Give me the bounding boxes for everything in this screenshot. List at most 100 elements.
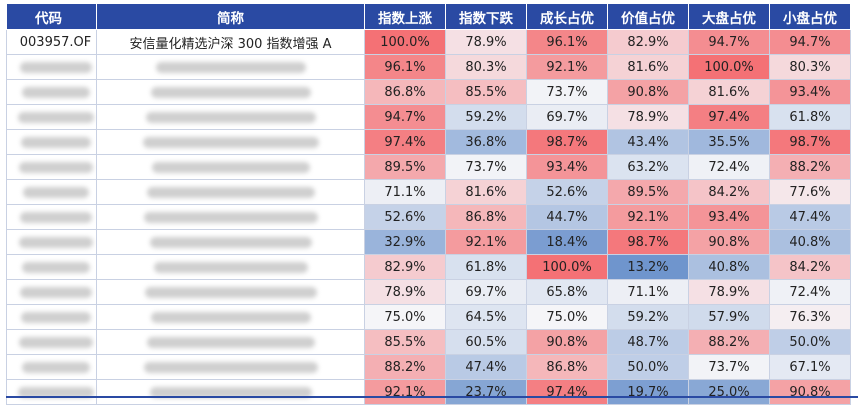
table-body: 003957.OF 安信量化精选沪深 300 指数增强 A 100.0% 78.9% 9… — [6, 29, 851, 405]
cell-value: 65.8% — [526, 279, 608, 305]
cell-value: 40.8% — [769, 229, 851, 255]
cell-code — [6, 104, 97, 130]
cell-value: 92.1% — [445, 229, 527, 255]
header-index-down[interactable]: 指数下跌 — [445, 4, 527, 30]
redacted-code — [22, 186, 89, 198]
header-growth[interactable]: 成长占优 — [526, 4, 608, 30]
header-value[interactable]: 价值占优 — [607, 4, 689, 30]
cell-value: 18.4% — [526, 229, 608, 255]
redacted-name — [150, 86, 311, 98]
table-row[interactable]: 85.5% 60.5% 90.8% 48.7% 88.2% 50.0% — [6, 329, 851, 355]
cell-value: 25.0% — [688, 379, 770, 405]
redacted-code — [20, 311, 91, 323]
cell-value: 78.9% — [445, 29, 527, 55]
cell-value: 59.2% — [607, 304, 689, 330]
header-index-up[interactable]: 指数上涨 — [364, 4, 446, 30]
redacted-code — [21, 261, 90, 273]
bottom-rule — [6, 396, 858, 398]
table-row[interactable]: 52.6% 86.8% 44.7% 92.1% 93.4% 47.4% — [6, 204, 851, 230]
cell-value: 19.7% — [607, 379, 689, 405]
cell-value: 100.0% — [364, 29, 446, 55]
table-row[interactable]: 96.1% 80.3% 92.1% 81.6% 100.0% 80.3% — [6, 54, 851, 80]
redacted-name — [143, 361, 318, 373]
cell-name — [96, 354, 365, 380]
header-name[interactable]: 简称 — [96, 4, 365, 30]
cell-value: 94.7% — [688, 29, 770, 55]
redacted-code — [19, 61, 92, 73]
cell-value: 98.7% — [769, 129, 851, 155]
cell-value: 60.5% — [445, 329, 527, 355]
cell-value: 67.1% — [769, 354, 851, 380]
redacted-name — [146, 186, 315, 198]
cell-value: 98.7% — [607, 229, 689, 255]
table-row[interactable]: 82.9% 61.8% 100.0% 13.2% 40.8% 84.2% — [6, 254, 851, 280]
cell-code — [6, 354, 97, 380]
header-code[interactable]: 代码 — [6, 4, 97, 30]
table-row[interactable]: 89.5% 73.7% 93.4% 63.2% 72.4% 88.2% — [6, 154, 851, 180]
cell-value: 73.7% — [445, 154, 527, 180]
cell-code — [6, 254, 97, 280]
cell-name — [96, 129, 365, 155]
cell-value: 73.7% — [688, 354, 770, 380]
cell-value: 93.4% — [769, 79, 851, 105]
cell-value: 81.6% — [688, 79, 770, 105]
redacted-name — [149, 386, 312, 398]
table-row[interactable]: 86.8% 85.5% 73.7% 90.8% 81.6% 93.4% — [6, 79, 851, 105]
cell-code — [6, 279, 97, 305]
header-large-cap[interactable]: 大盘占优 — [688, 4, 770, 30]
redacted-code — [21, 86, 90, 98]
table-row[interactable]: 71.1% 81.6% 52.6% 89.5% 84.2% 77.6% — [6, 179, 851, 205]
cell-value: 61.8% — [769, 104, 851, 130]
table-row[interactable]: 32.9% 92.1% 18.4% 98.7% 90.8% 40.8% — [6, 229, 851, 255]
redacted-code — [19, 211, 92, 223]
cell-value: 50.0% — [607, 354, 689, 380]
cell-value: 78.9% — [607, 104, 689, 130]
table-row[interactable]: 88.2% 47.4% 86.8% 50.0% 73.7% 67.1% — [6, 354, 851, 380]
redacted-code — [20, 136, 91, 148]
cell-value: 84.2% — [769, 254, 851, 280]
cell-name — [96, 54, 365, 80]
cell-value: 92.1% — [364, 379, 446, 405]
cell-value: 13.2% — [607, 254, 689, 280]
cell-value: 89.5% — [607, 179, 689, 205]
cell-value: 47.4% — [769, 204, 851, 230]
cell-code — [6, 304, 97, 330]
redacted-name — [155, 61, 306, 73]
table-row[interactable]: 97.4% 36.8% 98.7% 43.4% 35.5% 98.7% — [6, 129, 851, 155]
redacted-code — [19, 286, 92, 298]
header-small-cap[interactable]: 小盘占优 — [769, 4, 851, 30]
cell-value: 71.1% — [364, 179, 446, 205]
redacted-code — [21, 361, 90, 373]
redacted-name — [150, 311, 311, 323]
cell-value: 43.4% — [607, 129, 689, 155]
cell-value: 82.9% — [364, 254, 446, 280]
cell-value: 32.9% — [364, 229, 446, 255]
table-row[interactable]: 78.9% 69.7% 65.8% 71.1% 78.9% 72.4% — [6, 279, 851, 305]
cell-value: 86.8% — [364, 79, 446, 105]
cell-value: 78.9% — [688, 279, 770, 305]
cell-value: 69.7% — [526, 104, 608, 130]
cell-value: 98.7% — [526, 129, 608, 155]
cell-value: 86.8% — [526, 354, 608, 380]
cell-name — [96, 279, 365, 305]
cell-code — [6, 229, 97, 255]
cell-value: 100.0% — [526, 254, 608, 280]
cell-value: 93.4% — [526, 154, 608, 180]
cell-name — [96, 104, 365, 130]
table-row[interactable]: 75.0% 64.5% 75.0% 59.2% 57.9% 76.3% — [6, 304, 851, 330]
cell-code — [6, 379, 97, 405]
table-row[interactable]: 92.1% 23.7% 97.4% 19.7% 25.0% 90.8% — [6, 379, 851, 405]
cell-value: 78.9% — [364, 279, 446, 305]
table-row[interactable]: 003957.OF 安信量化精选沪深 300 指数增强 A 100.0% 78.9% 9… — [6, 29, 851, 55]
cell-value: 100.0% — [688, 54, 770, 80]
cell-name — [96, 179, 365, 205]
cell-value: 61.8% — [445, 254, 527, 280]
cell-value: 88.2% — [769, 154, 851, 180]
cell-value: 96.1% — [526, 29, 608, 55]
table-row[interactable]: 94.7% 59.2% 69.7% 78.9% 97.4% 61.8% — [6, 104, 851, 130]
cell-name — [96, 304, 365, 330]
cell-value: 88.2% — [364, 354, 446, 380]
cell-value: 50.0% — [769, 329, 851, 355]
redacted-name — [142, 136, 319, 148]
redacted-code — [17, 386, 94, 398]
